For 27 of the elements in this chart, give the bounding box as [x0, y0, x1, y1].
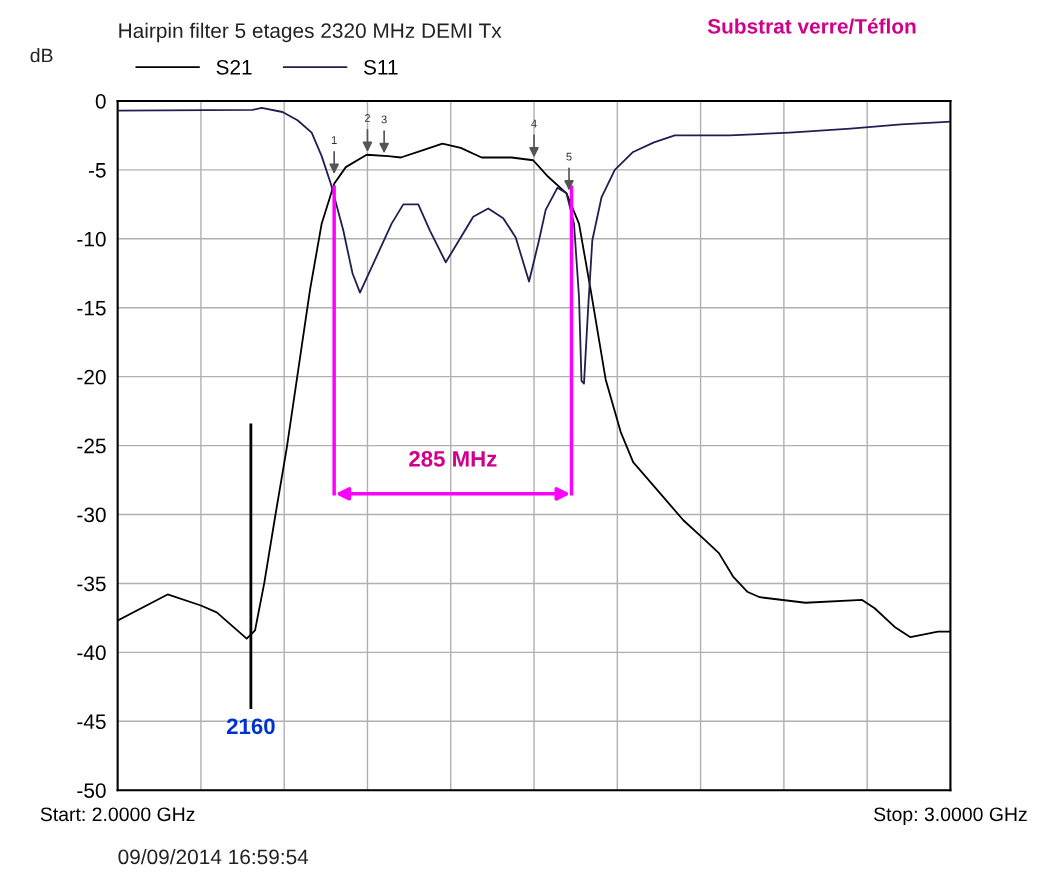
annotation: 3 [381, 115, 387, 124]
x-tick-label: Start: 2.0000 GHz [40, 807, 195, 822]
annotation: 5 [566, 152, 572, 161]
y-tick-label: 0 [95, 93, 106, 109]
line-series [117, 106, 951, 385]
y-tick-label: -45 [77, 714, 106, 730]
y-tick-label: -50 [77, 783, 106, 798]
y-tick-label: -40 [77, 645, 106, 661]
legend-label: S11 [363, 59, 398, 75]
y-tick-label: -35 [77, 576, 106, 592]
y-axis-title: dB [30, 48, 53, 63]
x-tick-label: Stop: 3.0000 GHz [874, 807, 1027, 825]
ref-line-label: 2160 [226, 718, 275, 735]
annotation: 1 [331, 136, 337, 144]
y-tick-label: -5 [88, 163, 106, 178]
chart-subtitle: Substrat verre/Téflon [707, 18, 916, 34]
y-tick-label: -15 [77, 300, 106, 316]
annotation: 285 MHz [409, 450, 497, 467]
annotation: 4 [531, 119, 537, 128]
chart-title: Hairpin filter 5 etages 2320 MHz DEMI Tx [119, 22, 502, 43]
y-tick-label: -10 [77, 231, 106, 247]
y-tick-label: -20 [77, 369, 106, 385]
annotation: 2 [364, 114, 371, 122]
text: 09/09/2014 16:59:54 [118, 848, 309, 865]
legend-label: S21 [216, 59, 252, 75]
y-tick-label: -25 [77, 438, 106, 454]
y-tick-label: -30 [77, 507, 106, 523]
